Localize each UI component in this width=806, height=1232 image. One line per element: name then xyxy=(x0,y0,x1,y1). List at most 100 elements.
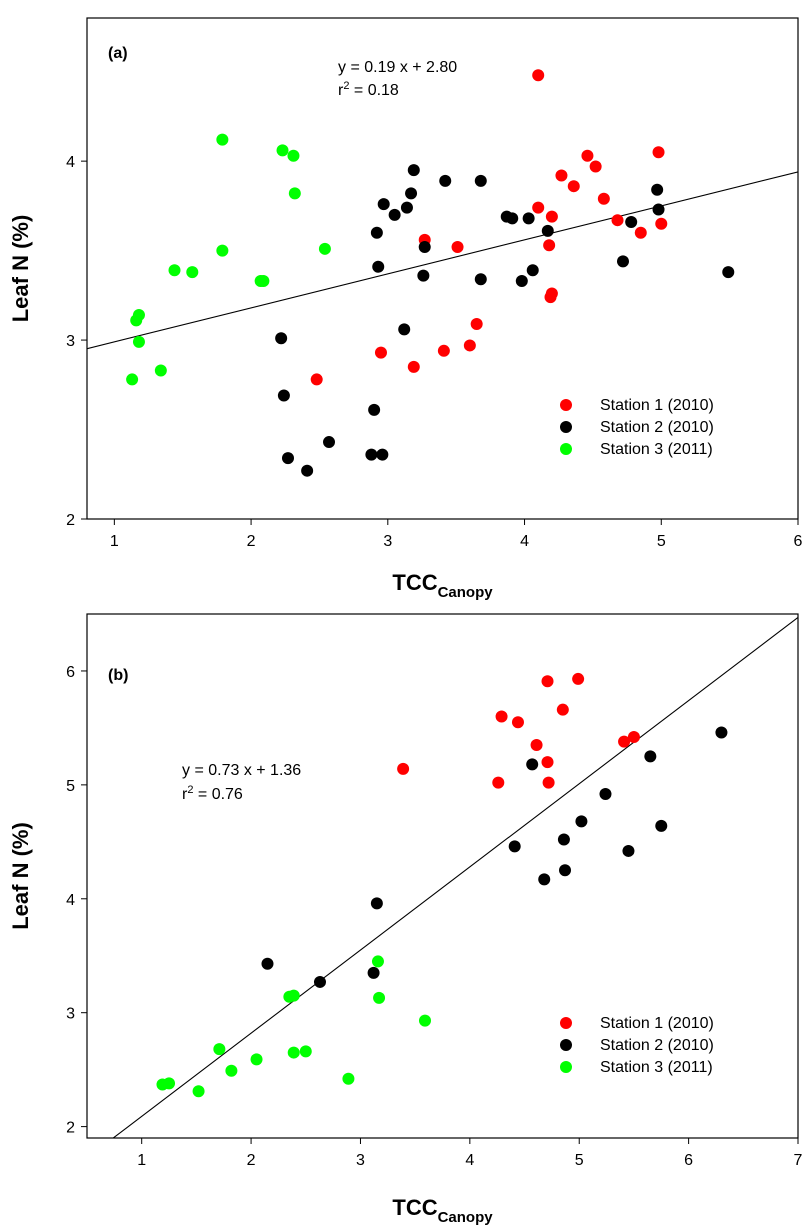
legend-label: Station 1 (2010) xyxy=(600,1015,714,1032)
x-tick-label: 3 xyxy=(383,533,392,550)
data-point-station-1-2010 xyxy=(451,241,464,254)
data-point-station-2-2010 xyxy=(515,275,528,288)
data-point-station-3-2011 xyxy=(287,1046,300,1059)
regression-line xyxy=(112,616,798,1138)
x-tick-label: 4 xyxy=(465,1152,474,1169)
data-point-station-2-2010 xyxy=(652,203,665,216)
data-point-station-1-2010 xyxy=(555,169,568,182)
r-squared-value: = 0.76 xyxy=(193,786,242,803)
panel-label: (a) xyxy=(108,45,128,62)
data-point-station-2-2010 xyxy=(323,436,336,449)
data-point-station-2-2010 xyxy=(370,897,383,910)
data-point-station-1-2010 xyxy=(589,160,602,173)
data-point-station-2-2010 xyxy=(616,255,629,268)
data-point-station-1-2010 xyxy=(543,239,556,252)
data-point-station-2-2010 xyxy=(599,787,612,800)
data-points xyxy=(126,69,735,477)
data-point-station-1-2010 xyxy=(511,716,524,729)
legend-label: Station 2 (2010) xyxy=(600,419,714,436)
y-axis-title: Leaf N (%) xyxy=(8,822,33,930)
legend-marker xyxy=(560,421,572,433)
legend-marker xyxy=(560,443,572,455)
x-axis-title: TCCCanopy xyxy=(392,1195,493,1226)
data-point-station-2-2010 xyxy=(275,332,288,345)
data-point-station-1-2010 xyxy=(495,710,508,723)
x-tick-label: 1 xyxy=(137,1152,146,1169)
data-point-station-2-2010 xyxy=(622,844,635,857)
data-point-station-2-2010 xyxy=(400,201,413,214)
legend-label: Station 3 (2011) xyxy=(600,1059,713,1076)
plot-frame xyxy=(86,17,799,520)
x-tick-label: 7 xyxy=(794,1152,803,1169)
data-point-station-2-2010 xyxy=(370,226,383,239)
data-point-station-2-2010 xyxy=(526,264,539,277)
data-point-station-2-2010 xyxy=(417,269,430,282)
panel-label: (b) xyxy=(108,667,128,684)
data-point-station-1-2010 xyxy=(556,703,569,716)
data-point-station-1-2010 xyxy=(532,69,545,82)
data-point-station-2-2010 xyxy=(281,452,294,465)
data-point-station-1-2010 xyxy=(530,739,543,751)
data-point-station-2-2010 xyxy=(715,726,728,739)
data-point-station-2-2010 xyxy=(365,448,378,461)
x-axis-title-subscript: Canopy xyxy=(438,584,494,601)
data-point-station-2-2010 xyxy=(277,389,290,402)
data-point-station-2-2010 xyxy=(526,758,539,771)
data-point-station-2-2010 xyxy=(508,840,521,853)
x-axis-title: TCCCanopy xyxy=(392,570,493,601)
data-point-station-1-2010 xyxy=(655,217,668,230)
data-point-station-3-2011 xyxy=(163,1077,176,1090)
data-point-station-3-2011 xyxy=(287,149,300,162)
data-point-station-2-2010 xyxy=(388,208,401,221)
data-point-station-3-2011 xyxy=(257,275,270,288)
data-point-station-2-2010 xyxy=(367,966,380,979)
x-axis-title-main: TCC xyxy=(392,1195,437,1220)
data-point-station-1-2010 xyxy=(470,317,483,330)
data-point-station-2-2010 xyxy=(651,183,664,196)
legend-marker xyxy=(560,399,572,411)
data-point-station-2-2010 xyxy=(474,273,487,286)
data-point-station-2-2010 xyxy=(538,873,551,886)
data-point-station-3-2011 xyxy=(216,133,229,146)
data-point-station-2-2010 xyxy=(301,464,314,477)
data-point-station-1-2010 xyxy=(541,756,554,769)
data-point-station-2-2010 xyxy=(644,750,657,763)
r-squared: r2 = 0.18 xyxy=(338,80,399,99)
data-point-station-2-2010 xyxy=(522,212,535,225)
data-point-station-3-2011 xyxy=(288,187,301,200)
data-point-station-2-2010 xyxy=(557,833,570,846)
data-point-station-3-2011 xyxy=(186,266,199,279)
x-tick-label: 4 xyxy=(520,533,529,550)
data-point-station-3-2011 xyxy=(216,244,229,257)
data-point-station-3-2011 xyxy=(154,364,167,377)
data-point-station-3-2011 xyxy=(126,373,139,386)
legend-marker xyxy=(560,1039,572,1051)
legend-label: Station 1 (2010) xyxy=(600,397,714,414)
regression-equation: y = 0.19 x + 2.80 xyxy=(338,59,457,76)
data-point-station-1-2010 xyxy=(627,731,640,744)
data-point-station-1-2010 xyxy=(492,776,505,789)
data-point-station-1-2010 xyxy=(545,210,558,223)
data-point-station-2-2010 xyxy=(541,224,554,237)
data-point-station-1-2010 xyxy=(463,339,476,352)
r-squared-exponent: 2 xyxy=(343,80,349,92)
r-squared-symbol: r xyxy=(182,786,188,803)
x-tick-label: 3 xyxy=(356,1152,365,1169)
data-point-station-3-2011 xyxy=(132,335,145,348)
data-point-station-1-2010 xyxy=(652,146,665,159)
r-squared: r2 = 0.76 xyxy=(182,784,243,803)
y-tick-label: 3 xyxy=(66,333,75,350)
data-point-station-2-2010 xyxy=(418,241,431,254)
y-axis-title: Leaf N (%) xyxy=(8,215,33,323)
data-point-station-2-2010 xyxy=(368,403,381,416)
regression-equation: y = 0.73 x + 1.36 xyxy=(182,762,301,779)
r-squared-exponent: 2 xyxy=(187,784,193,796)
data-point-station-3-2011 xyxy=(130,314,143,327)
data-point-station-2-2010 xyxy=(313,975,326,988)
data-point-station-1-2010 xyxy=(572,672,585,685)
x-tick-label: 5 xyxy=(657,533,666,550)
data-point-station-2-2010 xyxy=(722,266,735,279)
plot-frame xyxy=(86,613,799,1139)
y-tick-label: 6 xyxy=(66,664,75,681)
data-point-station-3-2011 xyxy=(250,1053,263,1066)
